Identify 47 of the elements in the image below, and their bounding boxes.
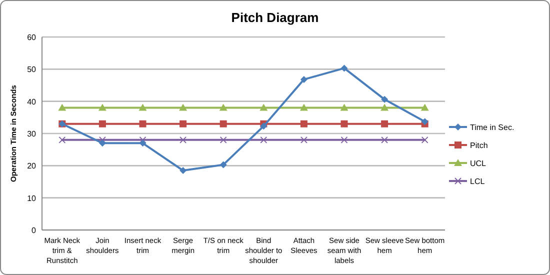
point [260, 104, 268, 111]
y-tick-label: 60 [27, 33, 37, 42]
point [340, 136, 348, 144]
point [179, 104, 188, 111]
point [180, 120, 187, 128]
y-tick-label: 10 [27, 194, 37, 203]
point [300, 120, 308, 128]
point [139, 136, 146, 144]
point [420, 104, 429, 111]
point [98, 120, 106, 128]
legend-label: Pitch [470, 141, 488, 150]
point [219, 104, 228, 111]
point [300, 104, 308, 111]
point [98, 140, 106, 147]
point [98, 136, 106, 144]
legend-label: Time in Sec. [470, 123, 514, 132]
point [260, 136, 268, 144]
point [180, 136, 187, 144]
point [58, 136, 66, 144]
point [58, 104, 66, 111]
point [340, 64, 348, 72]
point [180, 166, 187, 174]
point [300, 136, 308, 144]
y-tick-label: 30 [27, 130, 37, 138]
legend-label: UCL [470, 159, 487, 168]
chart-title: Pitch Diagram [231, 10, 319, 25]
point [220, 136, 227, 144]
point [220, 120, 227, 128]
point [220, 161, 227, 168]
y-tick-label: 0 [32, 226, 37, 235]
point [380, 104, 389, 111]
point [138, 104, 147, 111]
point [139, 120, 146, 128]
point [340, 104, 348, 111]
point [381, 96, 388, 103]
point [139, 140, 146, 147]
point [340, 120, 348, 128]
point [260, 122, 268, 130]
point [421, 136, 428, 144]
legend-label: LCL [470, 177, 486, 186]
y-tick-label: 20 [27, 162, 37, 171]
point [98, 104, 106, 111]
y-tick-label: 50 [27, 65, 37, 74]
y-tick-label: 40 [27, 97, 37, 106]
point [300, 76, 308, 83]
point [381, 136, 388, 144]
point [381, 120, 388, 128]
